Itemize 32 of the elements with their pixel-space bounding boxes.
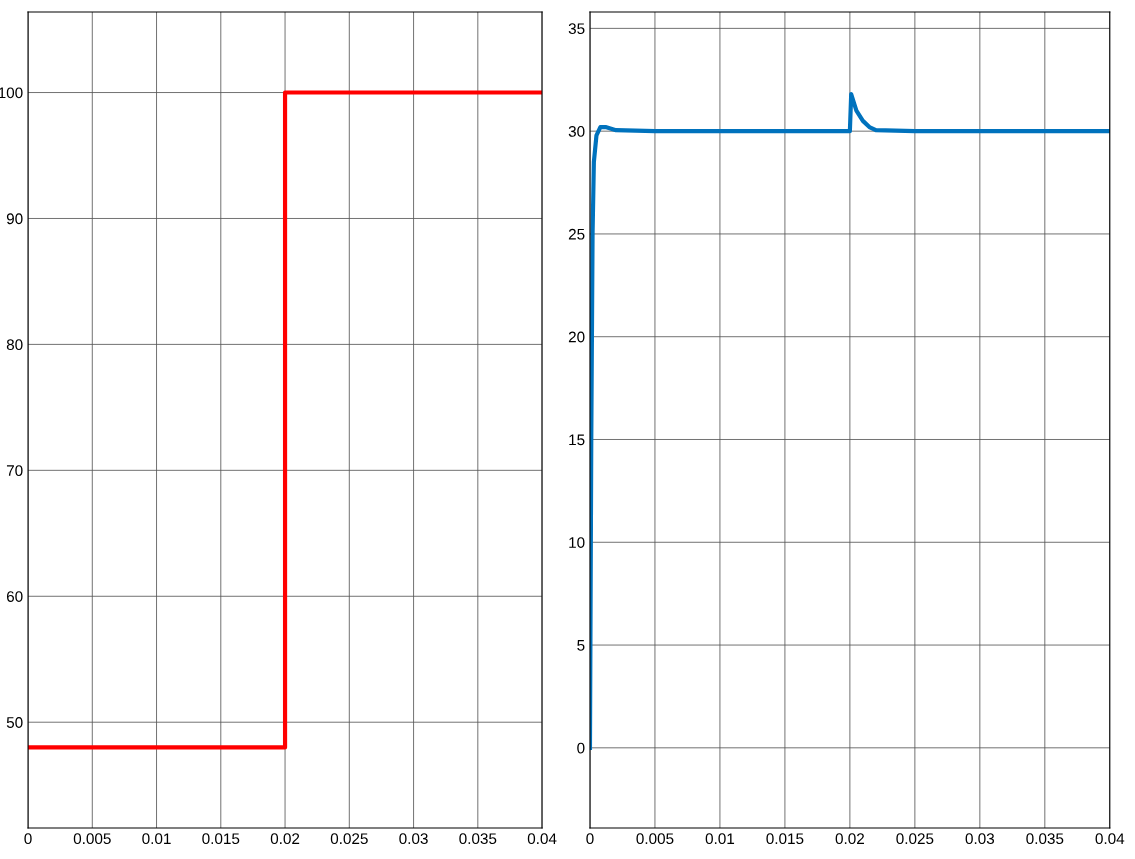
x-tick-label: 0.015 — [202, 833, 240, 845]
x-tick-label: 0.04 — [1095, 833, 1125, 845]
y-tick-label: 10 — [569, 537, 585, 548]
x-tick-label: 0.005 — [636, 833, 674, 845]
x-tick-label: 0.03 — [399, 833, 428, 845]
x-tick-label: 0.03 — [965, 833, 995, 845]
x-tick-label: 0.025 — [896, 833, 934, 845]
x-tick-label: 0.035 — [459, 833, 497, 845]
y-tick-label: 5 — [577, 640, 585, 651]
x-tick-label: 0.04 — [527, 833, 557, 845]
y-tick-label: 15 — [569, 434, 585, 446]
x-tick-label: 0.015 — [766, 833, 804, 845]
y-tick-label: 80 — [6, 339, 23, 351]
x-tick-label: 0.02 — [835, 833, 864, 845]
y-tick-label: 35 — [568, 23, 585, 35]
y-tick-label: 30 — [568, 126, 585, 137]
x-tick-label: 0.005 — [73, 833, 111, 845]
y-tick-label: 90 — [6, 213, 23, 225]
x-tick-label: 0 — [586, 833, 594, 845]
x-tick-label: 0 — [24, 833, 32, 845]
x-tick-label: 0.025 — [330, 833, 368, 845]
x-tick-label: 0.01 — [705, 833, 735, 845]
y-tick-label: 70 — [6, 465, 23, 477]
x-tick-label: 0.035 — [1026, 833, 1064, 845]
x-tick-label: 0.01 — [142, 833, 171, 845]
x-tick-label: 0.02 — [270, 833, 300, 845]
y-tick-label: 25 — [568, 228, 585, 240]
y-tick-label: 0 — [577, 742, 585, 754]
line-series — [589, 92, 1110, 750]
y-tick-label: 50 — [6, 717, 23, 728]
y-tick-label: 60 — [6, 591, 23, 602]
y-tick-label: 20 — [568, 331, 585, 343]
